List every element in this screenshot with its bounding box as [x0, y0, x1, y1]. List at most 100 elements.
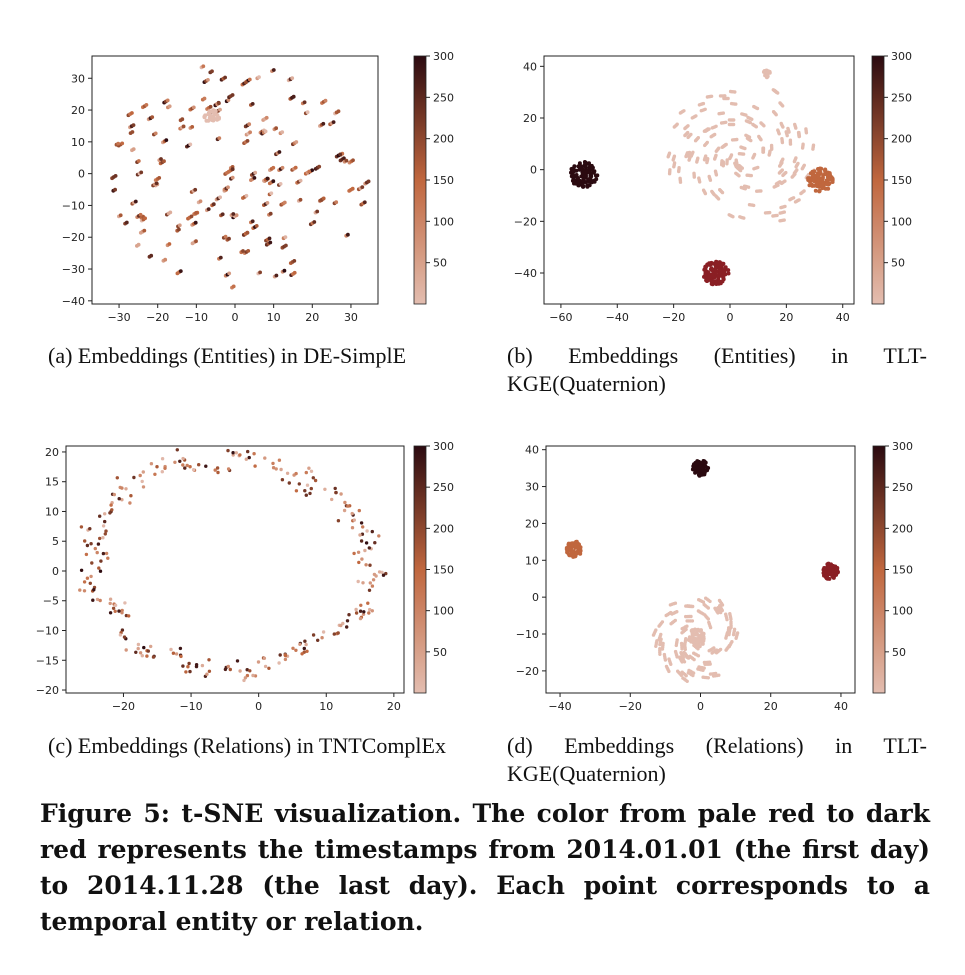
scatter-plot-b: −60 −40 −20 0 20 40 −40 −20 0 20 40 50 100 150 200 250 3…: [514, 50, 912, 324]
data-point: [277, 150, 282, 154]
points: [564, 459, 840, 683]
x-tick-label: 0: [727, 311, 734, 324]
data-point: [802, 189, 806, 193]
data-point: [714, 671, 718, 676]
data-point: [710, 273, 715, 278]
data-point: [795, 168, 799, 172]
data-point: [243, 676, 248, 680]
data-point: [155, 465, 159, 469]
data-point: [367, 588, 372, 592]
x-tick-label: −20: [112, 700, 135, 713]
data-point: [564, 547, 569, 552]
data-point: [370, 609, 374, 613]
data-point: [226, 448, 230, 453]
data-point: [92, 588, 96, 592]
data-point: [772, 88, 777, 93]
data-point: [667, 669, 671, 674]
data-point: [129, 494, 133, 498]
data-point: [248, 669, 252, 673]
data-point: [827, 576, 832, 581]
data-point: [104, 551, 109, 556]
data-point: [280, 130, 285, 135]
data-point: [356, 579, 360, 584]
data-point: [361, 525, 365, 529]
data-point: [686, 135, 690, 140]
data-point: [106, 556, 110, 560]
data-point: [220, 212, 225, 217]
data-point: [124, 648, 128, 652]
colorbar-tick-label: 300: [891, 50, 912, 63]
data-point: [160, 457, 165, 461]
plot-frame: [65, 445, 405, 694]
data-point: [729, 101, 734, 106]
data-point: [305, 110, 310, 115]
data-point: [90, 561, 94, 565]
data-point: [141, 470, 145, 474]
data-point: [210, 69, 214, 74]
data-point: [668, 603, 673, 607]
data-point: [138, 651, 143, 655]
data-point: [332, 632, 336, 636]
data-point: [253, 170, 258, 175]
points: [569, 68, 835, 287]
data-point: [377, 534, 381, 538]
data-point: [230, 167, 235, 172]
data-point: [367, 546, 371, 550]
data-point: [250, 102, 255, 106]
colorbar: [413, 55, 427, 305]
data-point: [101, 551, 106, 556]
data-point: [238, 669, 242, 673]
data-point: [204, 118, 209, 123]
colorbar-tick-label: 100: [433, 215, 454, 228]
data-point: [227, 236, 231, 241]
data-point: [113, 187, 117, 192]
x-tick-label: 0: [697, 700, 704, 713]
data-point: [812, 183, 817, 188]
data-point: [571, 173, 575, 178]
data-point: [752, 152, 757, 157]
data-point: [117, 609, 121, 613]
y-tick-label: −20: [36, 684, 59, 697]
data-point: [265, 176, 270, 181]
data-point: [566, 551, 571, 556]
y-tick-label: −20: [62, 231, 85, 244]
data-point: [216, 470, 220, 475]
data-point: [708, 178, 713, 182]
x-tick-label: 40: [834, 700, 848, 713]
data-point: [671, 158, 675, 162]
data-point: [362, 200, 367, 205]
data-point: [704, 596, 708, 600]
data-point: [283, 657, 288, 662]
data-point: [361, 612, 366, 616]
data-point: [311, 476, 315, 480]
data-point: [801, 142, 805, 146]
data-point: [197, 463, 201, 467]
data-point: [290, 76, 295, 80]
data-point: [111, 606, 116, 610]
data-point: [372, 572, 377, 577]
x-tick-label: 20: [764, 700, 778, 713]
data-point: [702, 470, 707, 475]
data-point: [217, 101, 221, 106]
data-point: [576, 178, 581, 183]
colorbar-tick-label: 200: [891, 133, 912, 146]
data-point: [205, 672, 209, 676]
data-point: [160, 470, 164, 474]
data-point: [580, 171, 585, 176]
data-point: [294, 489, 299, 493]
data-point: [592, 179, 597, 184]
data-point: [226, 185, 230, 190]
data-point: [298, 642, 302, 646]
data-point: [187, 661, 191, 666]
data-point: [690, 116, 694, 120]
data-point: [363, 548, 367, 553]
data-point: [267, 666, 271, 670]
data-point: [782, 218, 786, 222]
x-tick-label: −10: [179, 700, 202, 713]
data-point: [104, 529, 108, 533]
data-point: [183, 466, 187, 470]
data-point: [124, 220, 129, 225]
data-point: [334, 200, 339, 205]
data-point: [729, 620, 733, 624]
data-point: [305, 483, 310, 487]
